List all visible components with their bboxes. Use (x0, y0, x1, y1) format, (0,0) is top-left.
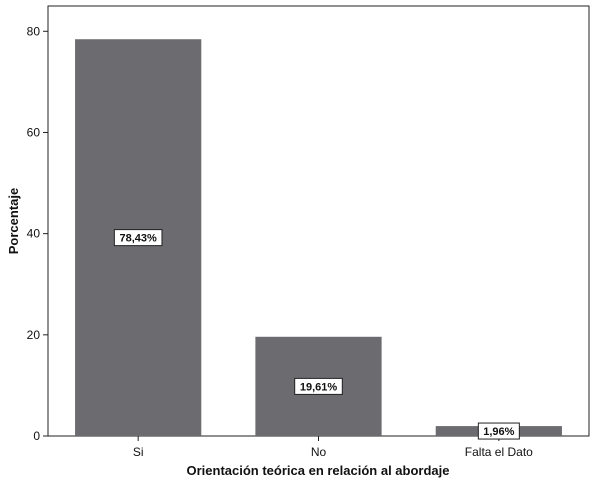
data-label: 1,96% (483, 426, 514, 438)
x-axis-title: Orientación teórica en relación al abord… (187, 463, 450, 478)
y-tick-label: 60 (27, 125, 41, 139)
data-labels: 78,43% 19,61% 1,96% (113, 229, 520, 440)
x-tick-label: Si (133, 445, 144, 459)
y-tick-label: 80 (27, 24, 41, 38)
y-tick-label: 40 (27, 227, 41, 241)
x-tick-label: No (311, 445, 327, 459)
y-tick-label: 0 (33, 429, 40, 443)
data-label-box (477, 422, 520, 440)
data-label: 78,43% (120, 233, 158, 245)
y-tick-label: 20 (27, 328, 41, 342)
x-axis: Si No Falta el Dato (133, 436, 533, 459)
data-label-box (294, 377, 343, 395)
data-label-box (113, 229, 163, 247)
y-axis-title: Porcentaje (6, 188, 21, 254)
x-tick-label: Falta el Dato (465, 445, 533, 459)
y-axis: 0 20 40 60 80 (27, 24, 48, 443)
data-label: 19,61% (300, 381, 338, 393)
